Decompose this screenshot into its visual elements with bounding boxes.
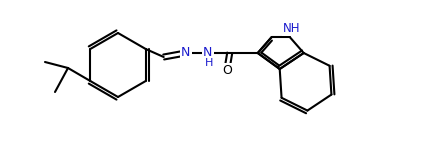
Text: N: N	[181, 46, 190, 60]
Text: NH: NH	[283, 21, 300, 34]
Text: N: N	[203, 46, 212, 60]
Text: O: O	[222, 64, 232, 78]
Text: H: H	[205, 58, 213, 68]
